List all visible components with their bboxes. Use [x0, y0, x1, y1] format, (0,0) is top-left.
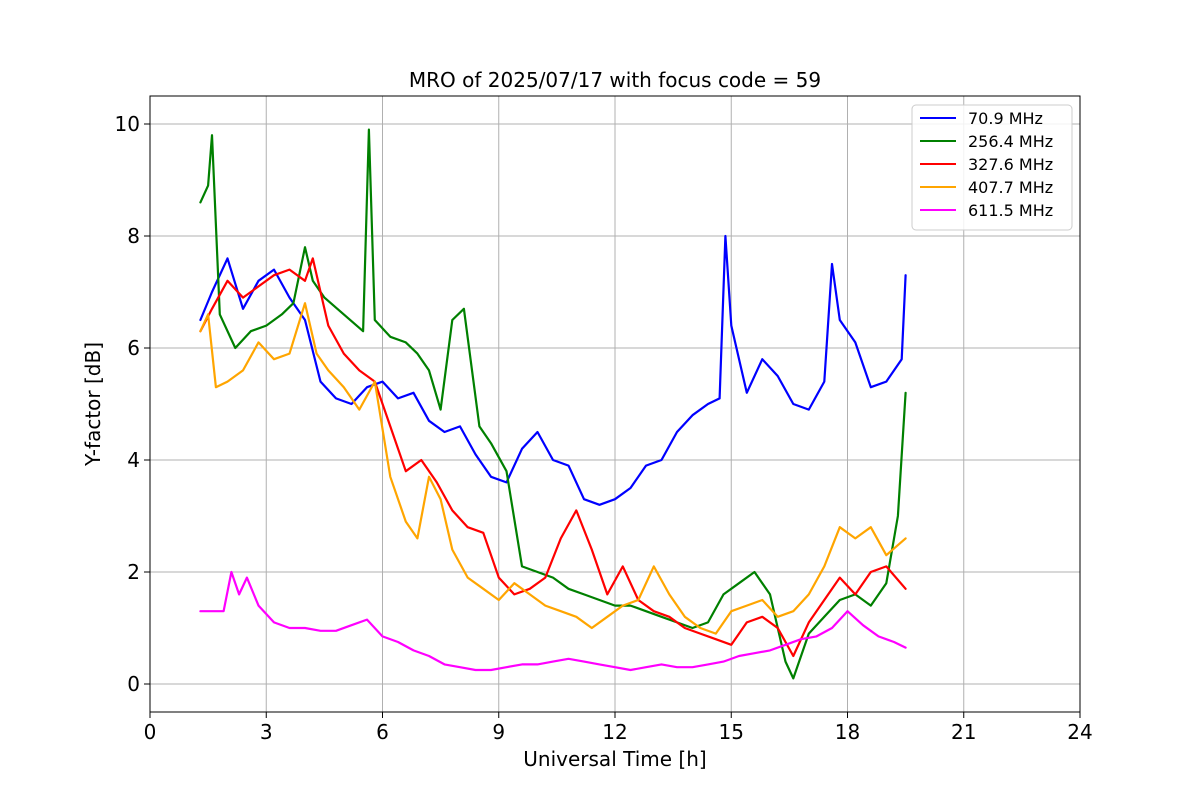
legend-label: 256.4 MHz: [968, 132, 1053, 151]
x-tick-label: 24: [1067, 720, 1092, 744]
y-tick-label: 6: [127, 336, 140, 360]
x-tick-label: 3: [260, 720, 273, 744]
x-tick-label: 21: [951, 720, 976, 744]
legend: 70.9 MHz 256.4 MHz 327.6 MHz 407.7 MHz 611.5…: [911, 104, 1073, 231]
y-tick-label: 0: [127, 672, 140, 696]
series-layer: [199, 128, 907, 680]
y-tick-label: 8: [127, 224, 140, 248]
series-line-1: [199, 128, 907, 680]
series-line-4: [199, 570, 907, 672]
chart-title: MRO of 2025/07/17 with focus code = 59: [409, 68, 821, 92]
x-axis-label: Universal Time [h]: [523, 747, 706, 771]
y-tick-label: 4: [127, 448, 140, 472]
x-tick-label: 18: [835, 720, 860, 744]
y-tick-label: 2: [127, 560, 140, 584]
x-tick-label: 15: [719, 720, 744, 744]
legend-label: 407.7 MHz: [968, 178, 1053, 197]
x-tick-label: 9: [492, 720, 505, 744]
legend-box: [911, 104, 1073, 231]
x-tick-label: 6: [376, 720, 389, 744]
series-line-2: [199, 257, 907, 658]
legend-label: 70.9 MHz: [968, 109, 1043, 128]
series-line-0: [199, 234, 907, 506]
series-line-3: [199, 302, 907, 635]
legend-label: 327.6 MHz: [968, 155, 1053, 174]
y-tick-label: 10: [115, 112, 140, 136]
x-tick-label: 0: [144, 720, 157, 744]
x-tick-label: 12: [602, 720, 627, 744]
legend-label: 611.5 MHz: [968, 201, 1053, 220]
y-axis-label: Y-factor [dB]: [81, 342, 105, 467]
